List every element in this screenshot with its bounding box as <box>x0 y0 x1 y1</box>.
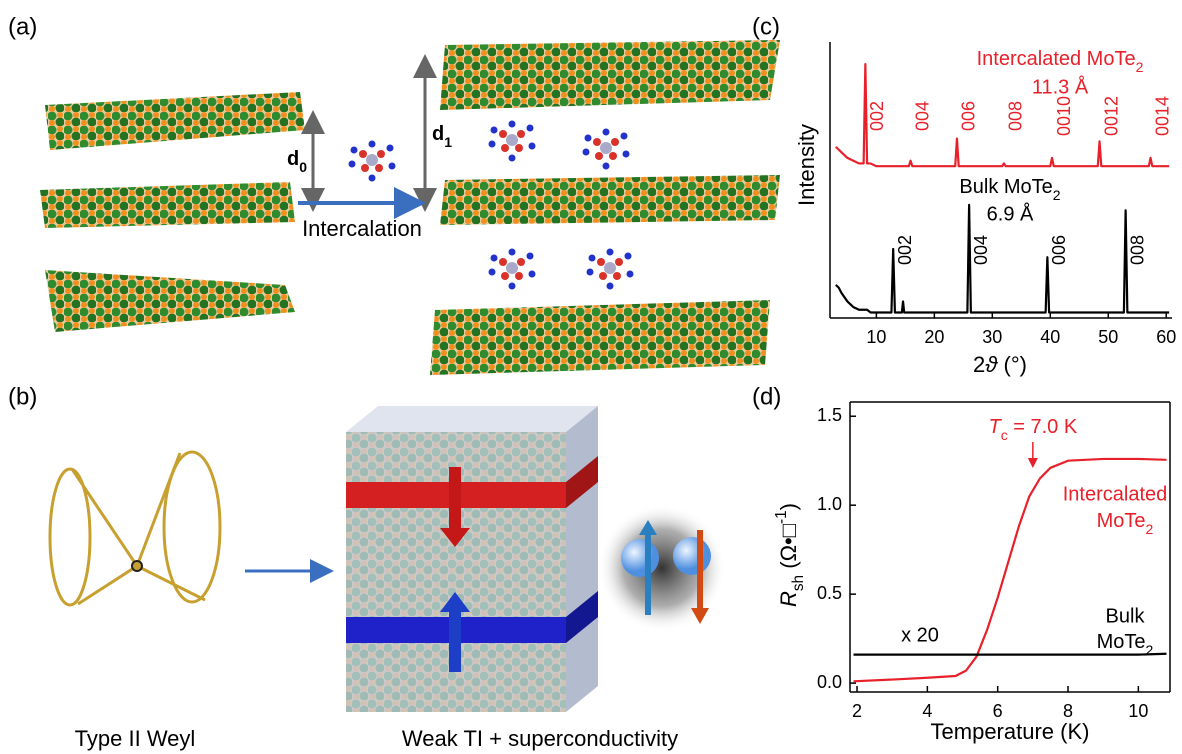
figure: (a) d0 d1 Intercalation (b) Type II Weyl… <box>0 0 1182 754</box>
d0-label: d0 <box>287 148 307 174</box>
panel-label: (c) <box>752 13 780 40</box>
panel-label: (a) <box>8 13 37 40</box>
text-part: 2 <box>1053 187 1061 203</box>
x-tick-label: 60 <box>1156 327 1176 347</box>
peak-label: 0010 <box>1054 96 1074 136</box>
text-part: MoTe <box>1097 631 1146 653</box>
text-part: 2 <box>1136 59 1144 75</box>
x-tick-label: 20 <box>924 327 944 347</box>
line-series <box>854 654 1167 655</box>
y-tick-label: 1.0 <box>817 494 842 514</box>
text-part: d <box>287 148 299 170</box>
text-part: 2 <box>1146 521 1154 537</box>
spacing-label: 11.3 Å <box>1032 75 1089 98</box>
y-axis-label: Rsh (Ω•□-1) <box>773 503 807 607</box>
x-tick-label: 50 <box>1098 327 1118 347</box>
x-tick-label: 40 <box>1040 327 1060 347</box>
d1-label: d1 <box>432 123 452 149</box>
text-part: = 7.0 K <box>1008 416 1078 438</box>
x-axis-label: 2ϑ (°) <box>973 352 1027 377</box>
peak-label: 004 <box>971 235 991 265</box>
series-label: Bulk MoTe2 <box>959 176 1060 202</box>
text-part: Intercalated MoTe <box>977 48 1136 70</box>
text-part: R <box>776 591 801 607</box>
page: (a) d0 d1 Intercalation (b) Type II Weyl… <box>0 0 1182 754</box>
x-axis-label: Temperature (K) <box>931 719 1090 744</box>
text-part: 2 <box>1146 642 1154 658</box>
tc-arrowhead <box>1028 458 1038 468</box>
cube <box>346 406 598 712</box>
peak-label: 002 <box>895 235 915 265</box>
text-part: ) <box>776 503 801 510</box>
x-tick-label: 30 <box>982 327 1002 347</box>
peak-label: 008 <box>1006 101 1026 131</box>
x-tick-label: 6 <box>993 701 1003 721</box>
peak-label: 002 <box>867 101 887 131</box>
text-part: 1 <box>444 134 452 150</box>
x-tick-label: 4 <box>922 701 932 721</box>
peak-label: 006 <box>1049 235 1069 265</box>
cooper-pair <box>598 504 726 632</box>
y-tick-label: 0.0 <box>817 672 842 692</box>
peak-label: 0012 <box>1101 96 1121 136</box>
text-part: ϑ <box>985 352 998 377</box>
peak-label: 004 <box>912 101 932 131</box>
panel-a-illustration <box>40 40 780 375</box>
x-tick-label: 10 <box>1128 701 1148 721</box>
panel-b-illustration <box>50 452 220 605</box>
series-label: Intercalated MoTe2 <box>977 48 1144 74</box>
text-part: Bulk MoTe <box>959 176 1052 198</box>
x-tick-label: 2 <box>852 701 862 721</box>
peak-label: 0014 <box>1152 96 1172 136</box>
panel-label: (d) <box>752 383 781 410</box>
panel-label: (b) <box>8 383 37 410</box>
text-part: (Ω•□ <box>776 524 801 575</box>
y-tick-label: 1.5 <box>817 405 842 425</box>
series-label: Bulk <box>1106 605 1146 627</box>
text-part: -1 <box>773 510 790 524</box>
series-label: Intercalated <box>1063 483 1168 505</box>
x-tick-label: 10 <box>866 327 886 347</box>
x-tick-label: 8 <box>1063 701 1073 721</box>
spacing-label: 6.9 Å <box>987 202 1034 225</box>
peak-label: 006 <box>959 101 979 131</box>
y-axis-label: Intensity <box>794 124 819 206</box>
text-part: sh <box>790 575 807 591</box>
y-tick-label: 0.5 <box>817 583 842 603</box>
caption: Weak TI + superconductivity <box>402 726 678 751</box>
text-part: 0 <box>299 159 307 175</box>
tc-label: Tc = 7.0 K <box>988 416 1077 442</box>
arrow-label: Intercalation <box>302 216 422 241</box>
caption: Type II Weyl <box>75 726 196 751</box>
series-label: MoTe2 <box>1097 510 1154 536</box>
text-part: 2 <box>973 352 985 377</box>
text-part: MoTe <box>1097 510 1146 532</box>
scale-note: x 20 <box>901 624 939 646</box>
text-part: d <box>432 123 444 145</box>
peak-label: 008 <box>1127 235 1147 265</box>
text-part: (°) <box>997 352 1027 377</box>
text-part: c <box>1001 427 1008 443</box>
